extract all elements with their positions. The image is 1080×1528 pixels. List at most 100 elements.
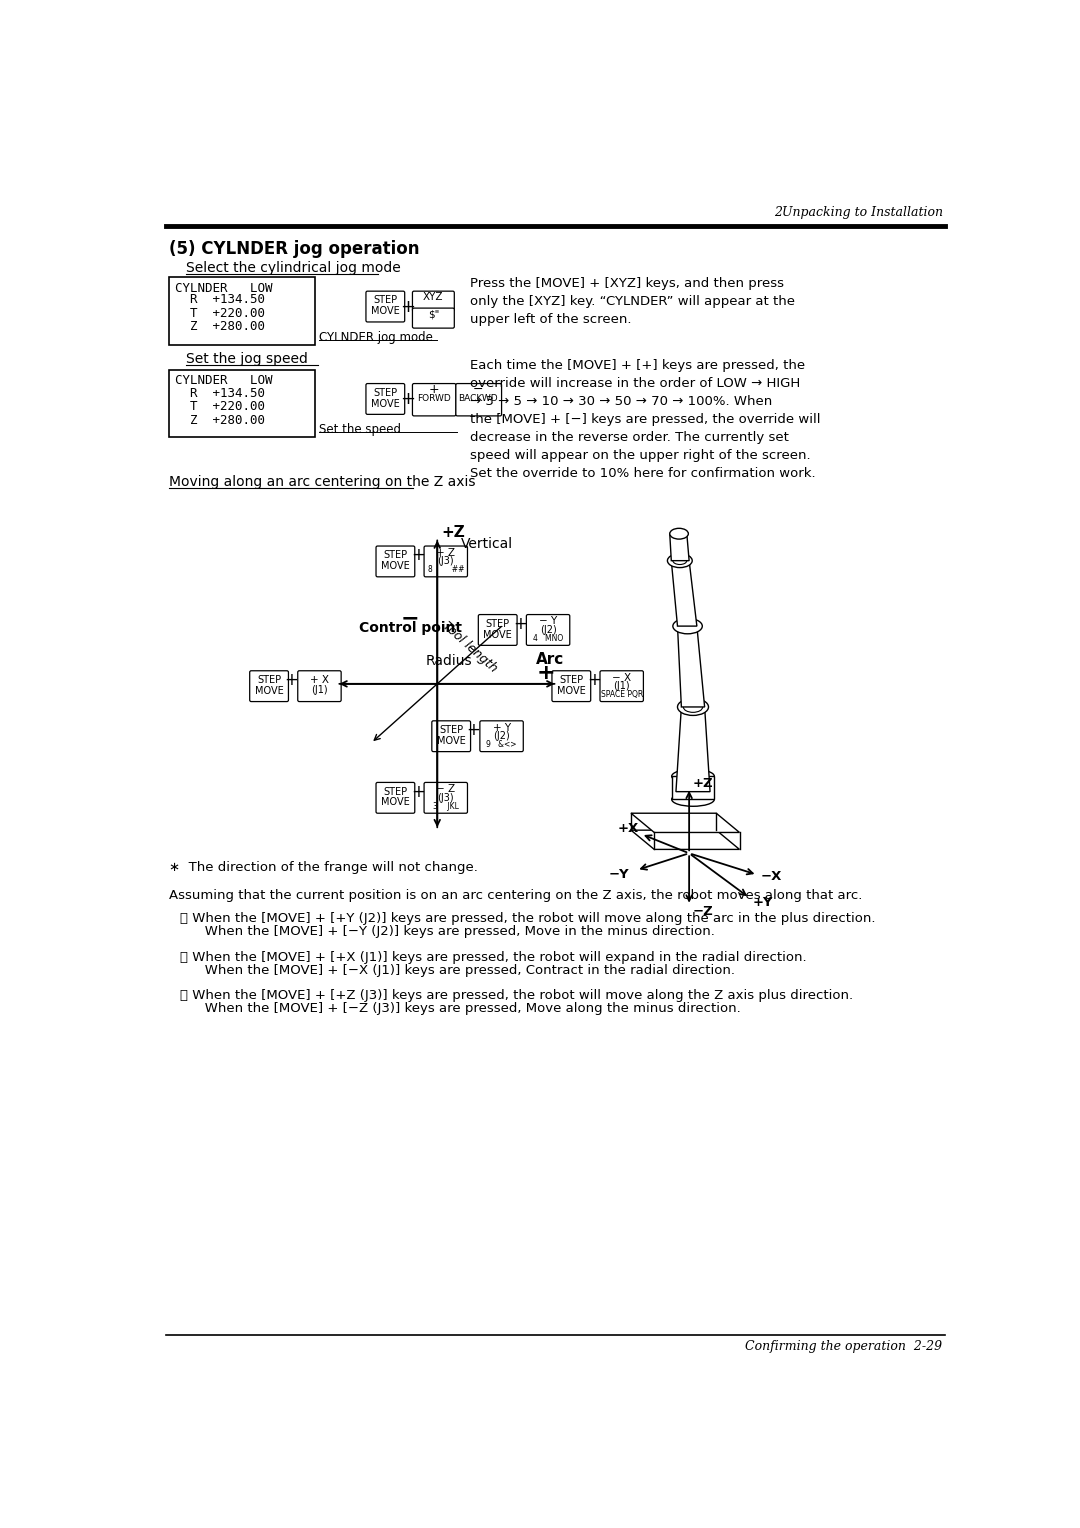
Bar: [170, 277, 314, 345]
Text: STEP: STEP: [383, 550, 407, 561]
Text: Radius: Radius: [426, 654, 472, 668]
Text: BACKWD: BACKWD: [459, 394, 498, 403]
Text: (5) CYLNDER jog operation: (5) CYLNDER jog operation: [170, 240, 420, 258]
Text: +: +: [401, 390, 416, 408]
Text: Tool length: Tool length: [440, 619, 500, 675]
Text: Select the cylindrical jog mode: Select the cylindrical jog mode: [186, 261, 401, 275]
Text: $": $": [428, 309, 440, 319]
Text: CYLNDER jog mode: CYLNDER jog mode: [320, 332, 433, 344]
Text: MOVE: MOVE: [381, 798, 409, 807]
Text: Z  +280.00: Z +280.00: [175, 319, 266, 333]
Text: +Z: +Z: [692, 778, 713, 790]
Ellipse shape: [672, 793, 714, 807]
FancyBboxPatch shape: [366, 292, 405, 322]
Text: 3    JKL: 3 JKL: [433, 802, 459, 811]
Polygon shape: [672, 561, 697, 626]
FancyBboxPatch shape: [298, 671, 341, 701]
Text: STEP: STEP: [486, 619, 510, 630]
Text: When the [MOVE] + [−Y (J2)] keys are pressed, Move in the minus direction.: When the [MOVE] + [−Y (J2)] keys are pre…: [192, 926, 715, 938]
Text: +: +: [513, 614, 527, 633]
Ellipse shape: [677, 698, 708, 715]
Text: +: +: [410, 547, 424, 564]
Text: Vertical: Vertical: [460, 536, 513, 550]
Text: When the [MOVE] + [−Z (J3)] keys are pressed, Move along the minus direction.: When the [MOVE] + [−Z (J3)] keys are pre…: [192, 1002, 741, 1015]
Text: Set the jog speed: Set the jog speed: [186, 351, 308, 365]
Text: (J3): (J3): [437, 556, 454, 567]
Text: −: −: [473, 384, 484, 396]
Text: + Y: + Y: [492, 723, 511, 733]
Ellipse shape: [667, 553, 692, 567]
Text: +: +: [586, 671, 600, 689]
FancyBboxPatch shape: [478, 614, 517, 645]
FancyBboxPatch shape: [480, 721, 524, 752]
Text: MOVE: MOVE: [370, 306, 400, 316]
Text: ・ When the [MOVE] + [+Z (J3)] keys are pressed, the robot will move along the Z : ・ When the [MOVE] + [+Z (J3)] keys are p…: [180, 989, 853, 1002]
FancyBboxPatch shape: [600, 671, 644, 701]
FancyBboxPatch shape: [432, 721, 471, 752]
FancyBboxPatch shape: [413, 292, 455, 312]
Text: MOVE: MOVE: [484, 630, 512, 640]
Text: Moving along an arc centering on the Z axis: Moving along an arc centering on the Z a…: [170, 475, 475, 489]
Text: MOVE: MOVE: [381, 561, 409, 571]
Text: Each time the [MOVE] + [+] keys are pressed, the
override will increase in the o: Each time the [MOVE] + [+] keys are pres…: [470, 359, 821, 480]
Polygon shape: [676, 707, 710, 792]
Text: +: +: [429, 384, 440, 396]
Ellipse shape: [684, 701, 703, 712]
Ellipse shape: [670, 529, 688, 539]
Text: Control point: Control point: [359, 622, 461, 636]
Polygon shape: [670, 533, 689, 561]
Polygon shape: [677, 626, 704, 707]
Text: Set the speed: Set the speed: [320, 423, 402, 437]
Text: Z  +280.00: Z +280.00: [175, 414, 266, 426]
Text: MOVE: MOVE: [255, 686, 283, 695]
Ellipse shape: [673, 556, 687, 564]
Text: STEP: STEP: [374, 295, 397, 306]
Text: −Z: −Z: [692, 905, 713, 918]
Text: STEP: STEP: [374, 388, 397, 397]
Text: When the [MOVE] + [−X (J1)] keys are pressed, Contract in the radial direction.: When the [MOVE] + [−X (J1)] keys are pre…: [192, 964, 735, 976]
Text: + X: + X: [310, 675, 329, 685]
Text: +: +: [401, 298, 416, 316]
Text: +: +: [537, 663, 555, 683]
FancyBboxPatch shape: [552, 671, 591, 701]
FancyBboxPatch shape: [424, 545, 468, 578]
Text: + Z: + Z: [436, 549, 456, 558]
Text: MOVE: MOVE: [436, 736, 465, 746]
Text: Press the [MOVE] + [XYZ] keys, and then press
only the [XYZ] key. “CYLNDER” will: Press the [MOVE] + [XYZ] keys, and then …: [470, 277, 795, 327]
Text: +X: +X: [618, 822, 639, 836]
Text: MOVE: MOVE: [370, 399, 400, 408]
Text: FORWD: FORWD: [417, 394, 451, 403]
Text: 9   &<>: 9 &<>: [486, 740, 517, 749]
FancyBboxPatch shape: [376, 545, 415, 578]
Text: −Y: −Y: [609, 868, 630, 882]
FancyBboxPatch shape: [424, 782, 468, 813]
Text: 4   MNO: 4 MNO: [532, 634, 563, 643]
Text: T  +220.00: T +220.00: [175, 307, 266, 319]
FancyBboxPatch shape: [456, 384, 501, 416]
Text: STEP: STEP: [383, 787, 407, 796]
Text: 8        ##: 8 ##: [428, 565, 464, 575]
Text: − Z: − Z: [436, 784, 456, 795]
Ellipse shape: [673, 619, 702, 634]
Text: STEP: STEP: [257, 675, 281, 685]
Text: −: −: [401, 608, 419, 628]
Text: ∗  The direction of the frange will not change.: ∗ The direction of the frange will not c…: [170, 860, 478, 874]
FancyBboxPatch shape: [413, 309, 455, 329]
Text: (J3): (J3): [437, 793, 454, 802]
Text: STEP: STEP: [440, 726, 463, 735]
Text: +Y: +Y: [753, 895, 773, 909]
Polygon shape: [631, 830, 740, 850]
Ellipse shape: [672, 769, 714, 784]
FancyBboxPatch shape: [526, 614, 570, 645]
Text: (J2): (J2): [540, 625, 556, 636]
Text: MOVE: MOVE: [557, 686, 585, 695]
Text: −X: −X: [760, 869, 782, 883]
Text: R  +134.50: R +134.50: [175, 293, 266, 307]
Text: Confirming the operation  2-29: Confirming the operation 2-29: [745, 1340, 943, 1352]
Text: +: +: [285, 671, 298, 689]
FancyBboxPatch shape: [413, 384, 456, 416]
Text: (J2): (J2): [494, 732, 510, 741]
Text: +: +: [410, 782, 424, 801]
Text: Arc: Arc: [536, 652, 564, 666]
Text: 2Unpacking to Installation: 2Unpacking to Installation: [773, 206, 943, 219]
